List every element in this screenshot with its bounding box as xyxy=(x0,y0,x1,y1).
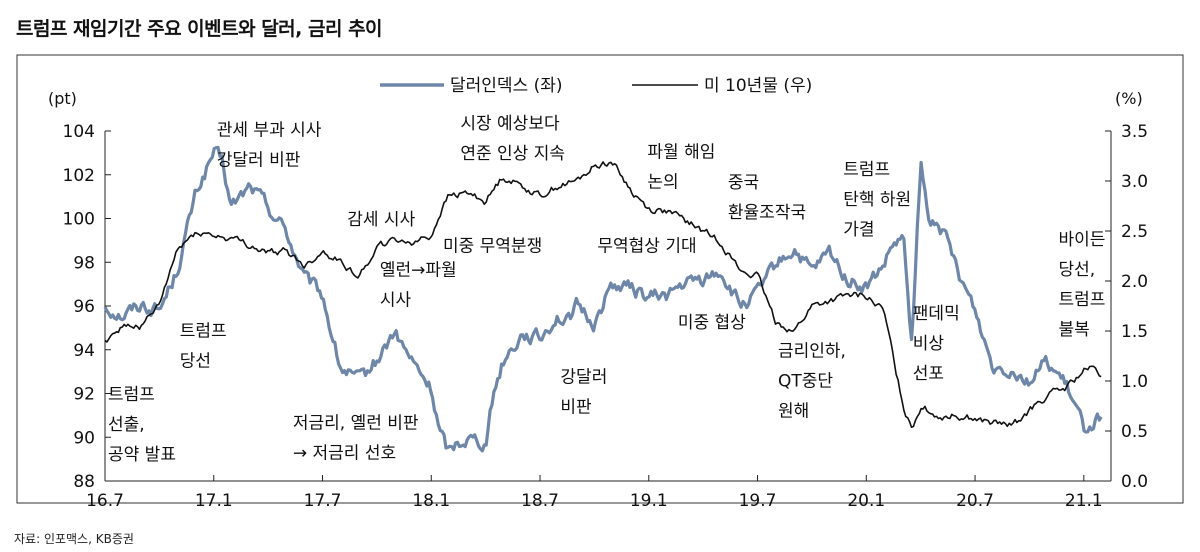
annotation-line: 금리인하, xyxy=(778,341,846,361)
left-tick-label: 104 xyxy=(63,122,95,142)
annotation-line: 가결 xyxy=(843,220,874,240)
plot-frame xyxy=(16,54,1184,504)
right-tick-label: 0.5 xyxy=(1121,422,1148,442)
annotation-line: QT중단 xyxy=(778,371,833,391)
source-note: 자료: 인포맥스, KB증권 xyxy=(14,532,134,546)
annotation-line: 관세 부과 시사 xyxy=(217,120,322,140)
x-tick-label: 19.1 xyxy=(630,491,668,511)
annotation-label: 저금리, 옐런 비판 → 저금리 선호 xyxy=(293,414,419,464)
right-tick-label: 3.5 xyxy=(1121,122,1148,142)
right-tick-label: 2.5 xyxy=(1121,222,1148,242)
annotation-line: 논의 xyxy=(647,172,678,192)
left-axis-label: (pt) xyxy=(48,89,77,108)
left-tick-label: 88 xyxy=(73,472,95,492)
left-tick-label: 102 xyxy=(63,166,95,186)
annotation-line: 바이든 xyxy=(1059,230,1106,250)
left-tick-label: 92 xyxy=(73,385,95,405)
x-tick-label: 21.1 xyxy=(1065,491,1103,511)
annotation-label: 미중 무역분쟁 xyxy=(443,236,542,256)
annotation-line: 비판 xyxy=(560,398,592,418)
annotation-label: 감세 시사 xyxy=(347,210,415,230)
x-tick-label: 17.1 xyxy=(195,491,233,511)
annotation-line: 강달러 xyxy=(560,368,607,388)
left-tick-label: 96 xyxy=(73,297,95,317)
annotation-line: 강달러 비판 xyxy=(217,150,301,170)
annotation-line: 시사 xyxy=(380,290,412,310)
right-tick-label: 3.0 xyxy=(1121,172,1148,192)
right-tick-label: 1.0 xyxy=(1121,372,1148,392)
x-tick-label: 18.1 xyxy=(412,491,450,511)
annotation-line: → 저금리 선호 xyxy=(293,444,396,464)
annotation-line: 중국 xyxy=(728,173,759,193)
right-tick-label: 1.5 xyxy=(1121,322,1148,342)
annotation-line: 감세 시사 xyxy=(347,210,415,230)
annotation-line: 선출, xyxy=(108,415,145,435)
left-tick-label: 98 xyxy=(73,253,95,273)
series-line-us10y xyxy=(104,161,1102,429)
annotation-line: 트럼프 xyxy=(1059,290,1106,310)
right-axis-label: (%) xyxy=(1115,89,1143,108)
x-tick-label: 18.7 xyxy=(521,491,559,511)
annotation-line: 선포 xyxy=(913,364,944,384)
legend-label-us10y: 미 10년물 (우) xyxy=(704,76,812,96)
x-tick-label: 17.7 xyxy=(304,491,342,511)
annotation-line: 공약 발표 xyxy=(108,445,176,465)
annotation-line: 비상 xyxy=(913,334,945,354)
x-tick-label: 20.7 xyxy=(956,491,994,511)
annotation-line: 저금리, 옐런 비판 xyxy=(293,414,419,434)
left-tick-label: 94 xyxy=(73,341,95,361)
x-tick-label: 20.1 xyxy=(847,491,885,511)
annotation-line: 트럼프 xyxy=(108,385,155,405)
legend-label-dollar-index: 달러인덱스 (좌) xyxy=(450,76,563,96)
annotation-line: 미중 협상 xyxy=(678,313,746,333)
left-tick-label: 90 xyxy=(73,428,95,448)
annotation-line: 당선 xyxy=(180,352,211,372)
annotation-line: 옐런→파월 xyxy=(380,260,457,280)
x-tick-label: 19.7 xyxy=(739,491,777,511)
right-tick-label: 0.0 xyxy=(1121,472,1148,492)
annotation-line: 불복 xyxy=(1059,320,1090,340)
annotation-line: 당선, xyxy=(1059,260,1096,280)
annotation-line: 트럼프 xyxy=(180,322,227,342)
annotation-line: 미중 무역분쟁 xyxy=(443,236,542,256)
left-tick-label: 100 xyxy=(63,210,95,230)
annotation-line: 연준 인상 지속 xyxy=(460,144,565,164)
annotation-line: 시장 예상보다 xyxy=(460,114,560,134)
annotation-line: 팬데믹 xyxy=(913,304,960,324)
right-tick-label: 2.0 xyxy=(1121,272,1148,292)
annotation-line: 파월 해임 xyxy=(647,142,715,162)
chart-title: 트럼프 재임기간 주요 이벤트와 달러, 금리 추이 xyxy=(16,18,383,40)
x-tick-label: 16.7 xyxy=(86,491,124,511)
annotation-label: 무역협상 기대 xyxy=(597,236,696,256)
annotation-line: 환율조작국 xyxy=(728,203,806,223)
annotation-line: 탄핵 하원 xyxy=(843,190,911,210)
annotation-line: 트럼프 xyxy=(843,160,890,180)
annotation-line: 원해 xyxy=(778,401,809,421)
annotation-line: 무역협상 기대 xyxy=(597,236,696,256)
annotation-label: 미중 협상 xyxy=(678,313,746,333)
series-line-dollar-index xyxy=(103,145,1103,453)
